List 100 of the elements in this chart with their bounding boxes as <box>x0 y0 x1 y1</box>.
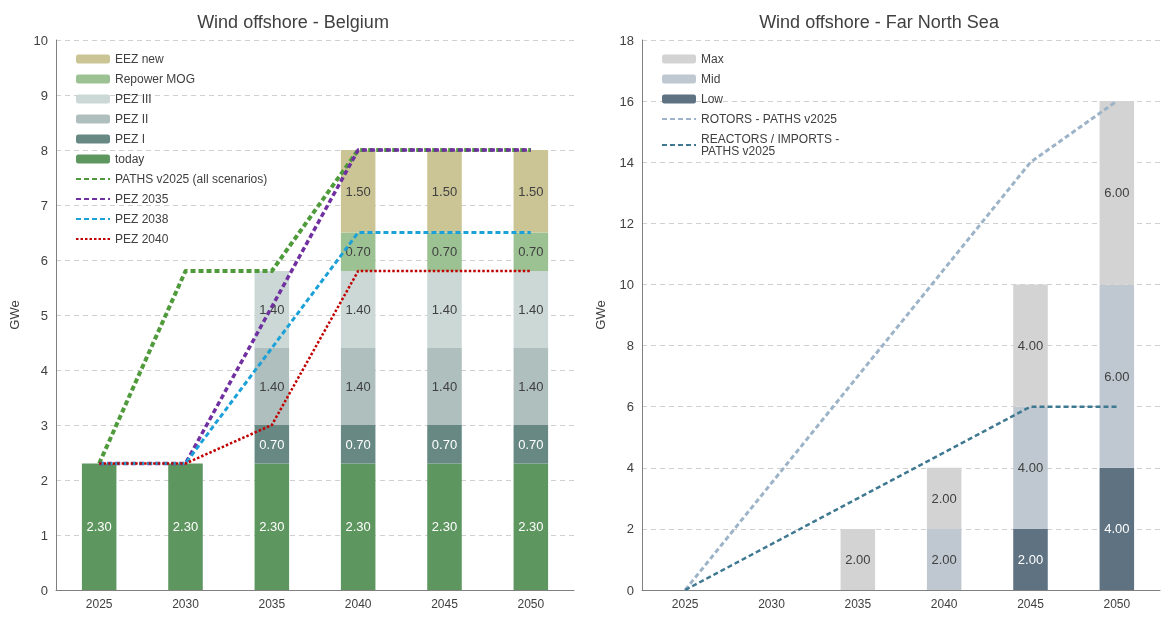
y-tick-label: 9 <box>40 87 48 103</box>
bar <box>1013 406 1048 529</box>
chart-title: Wind offshore - Belgium <box>197 12 389 32</box>
legend-label: PEZ I <box>115 132 146 146</box>
y-tick-label: 1 <box>40 527 48 543</box>
bar <box>168 463 203 590</box>
data-label: 0.70 <box>518 244 544 260</box>
data-label: 0.70 <box>259 436 285 452</box>
data-label: 4.00 <box>1104 521 1130 537</box>
bar <box>340 425 376 464</box>
y-tick-label: 7 <box>40 197 48 213</box>
x-tick-label: 2045 <box>1017 597 1045 611</box>
data-label: 2.30 <box>518 519 544 535</box>
bar <box>254 463 290 590</box>
data-label: 2.30 <box>431 519 458 535</box>
x-tick-label: 2050 <box>517 597 545 611</box>
bar <box>427 150 462 233</box>
y-tick-label: 12 <box>619 215 634 231</box>
legend-label: PEZ 2035 <box>115 192 169 206</box>
bar <box>513 271 549 348</box>
y-tick-label: 16 <box>619 93 634 109</box>
legend-label: EEZ new <box>115 52 165 66</box>
x-tick-label: 2025 <box>671 597 699 611</box>
data-label: 2.00 <box>845 551 871 567</box>
data-label: 1.40 <box>259 302 285 317</box>
y-tick-label: 2 <box>626 521 634 537</box>
y-tick-label: 6 <box>40 252 48 268</box>
x-tick-label: 2045 <box>431 597 459 611</box>
legend-label: PEZ 2038 <box>115 212 169 226</box>
x-tick-label: 2025 <box>85 597 113 611</box>
bar <box>1099 284 1135 468</box>
x-tick-label: 2050 <box>1103 597 1131 611</box>
bar <box>427 348 462 425</box>
bar <box>513 425 549 464</box>
data-label: 0.70 <box>431 244 458 260</box>
data-label: 1.40 <box>431 379 458 394</box>
data-label: 2.30 <box>345 519 371 535</box>
x-tick-label: 2040 <box>344 597 372 611</box>
data-label: 0.70 <box>345 244 371 260</box>
data-label: 1.40 <box>431 302 458 317</box>
data-label: 1.40 <box>345 379 371 394</box>
y-tick-label: 6 <box>626 399 634 415</box>
y-tick-label: 0 <box>626 582 634 598</box>
y-tick-label: 14 <box>619 154 634 170</box>
y-tick-label: 18 <box>619 32 634 48</box>
y-axis-title: GWe <box>7 300 22 330</box>
data-label: 0.70 <box>345 436 371 452</box>
y-tick-label: 8 <box>626 338 634 354</box>
legend-label: today <box>115 152 145 166</box>
x-tick-label: 2035 <box>844 597 872 611</box>
data-label: 2.00 <box>931 551 957 567</box>
legend-label: PATHS v2025 (all scenarios) <box>115 172 268 186</box>
legend-label: Repower MOG <box>115 72 196 86</box>
y-tick-label: 4 <box>626 460 634 476</box>
data-label: 6.00 <box>1104 185 1130 201</box>
legend-label: REACTORS / IMPORTS - PATHS v2025 <box>701 132 840 158</box>
bar <box>1013 528 1048 590</box>
y-tick-label: 2 <box>40 472 48 488</box>
bar <box>1099 467 1135 590</box>
data-label: 0.70 <box>431 436 458 452</box>
y-tick-label: 8 <box>40 142 48 158</box>
bar <box>81 463 117 590</box>
y-axis-title: GWe <box>593 300 608 330</box>
data-label: 2.30 <box>172 519 199 535</box>
y-tick-label: 3 <box>40 417 48 433</box>
data-label: 1.50 <box>345 183 371 199</box>
bar <box>427 463 462 590</box>
bar <box>340 463 376 590</box>
bar <box>340 348 376 425</box>
legend-label: Max <box>701 52 724 66</box>
bar <box>254 348 290 425</box>
legend-label: Low <box>701 92 724 106</box>
y-tick-label: 10 <box>33 32 48 48</box>
legend-label: ROTORS - PATHS v2025 <box>701 112 838 126</box>
y-tick-label: 10 <box>619 276 634 292</box>
x-tick-label: 2035 <box>258 597 286 611</box>
data-label: 1.40 <box>518 302 544 317</box>
data-label: 4.00 <box>1017 460 1044 476</box>
data-label: 1.40 <box>345 302 371 317</box>
y-tick-label: 0 <box>40 582 48 598</box>
legend-label: PEZ III <box>115 92 152 106</box>
legend-label: PEZ 2040 <box>115 232 169 246</box>
bar <box>1099 101 1135 285</box>
data-label: 0.70 <box>518 436 544 452</box>
data-label: 1.40 <box>518 379 544 394</box>
bar <box>926 528 962 590</box>
bar <box>513 463 549 590</box>
data-label: 1.50 <box>431 183 458 199</box>
data-label: 2.30 <box>86 519 112 535</box>
x-tick-label: 2040 <box>930 597 958 611</box>
data-label: 1.40 <box>259 379 285 394</box>
x-tick-label: 2030 <box>758 597 786 611</box>
bar <box>513 150 549 233</box>
y-tick-label: 4 <box>40 362 48 378</box>
x-tick-label: 2030 <box>172 597 200 611</box>
data-label: 2.30 <box>259 519 285 535</box>
data-label: 4.00 <box>1017 338 1044 354</box>
data-label: 1.50 <box>518 183 544 199</box>
data-label: 6.00 <box>1104 368 1130 384</box>
legend-label: Mid <box>701 72 721 86</box>
